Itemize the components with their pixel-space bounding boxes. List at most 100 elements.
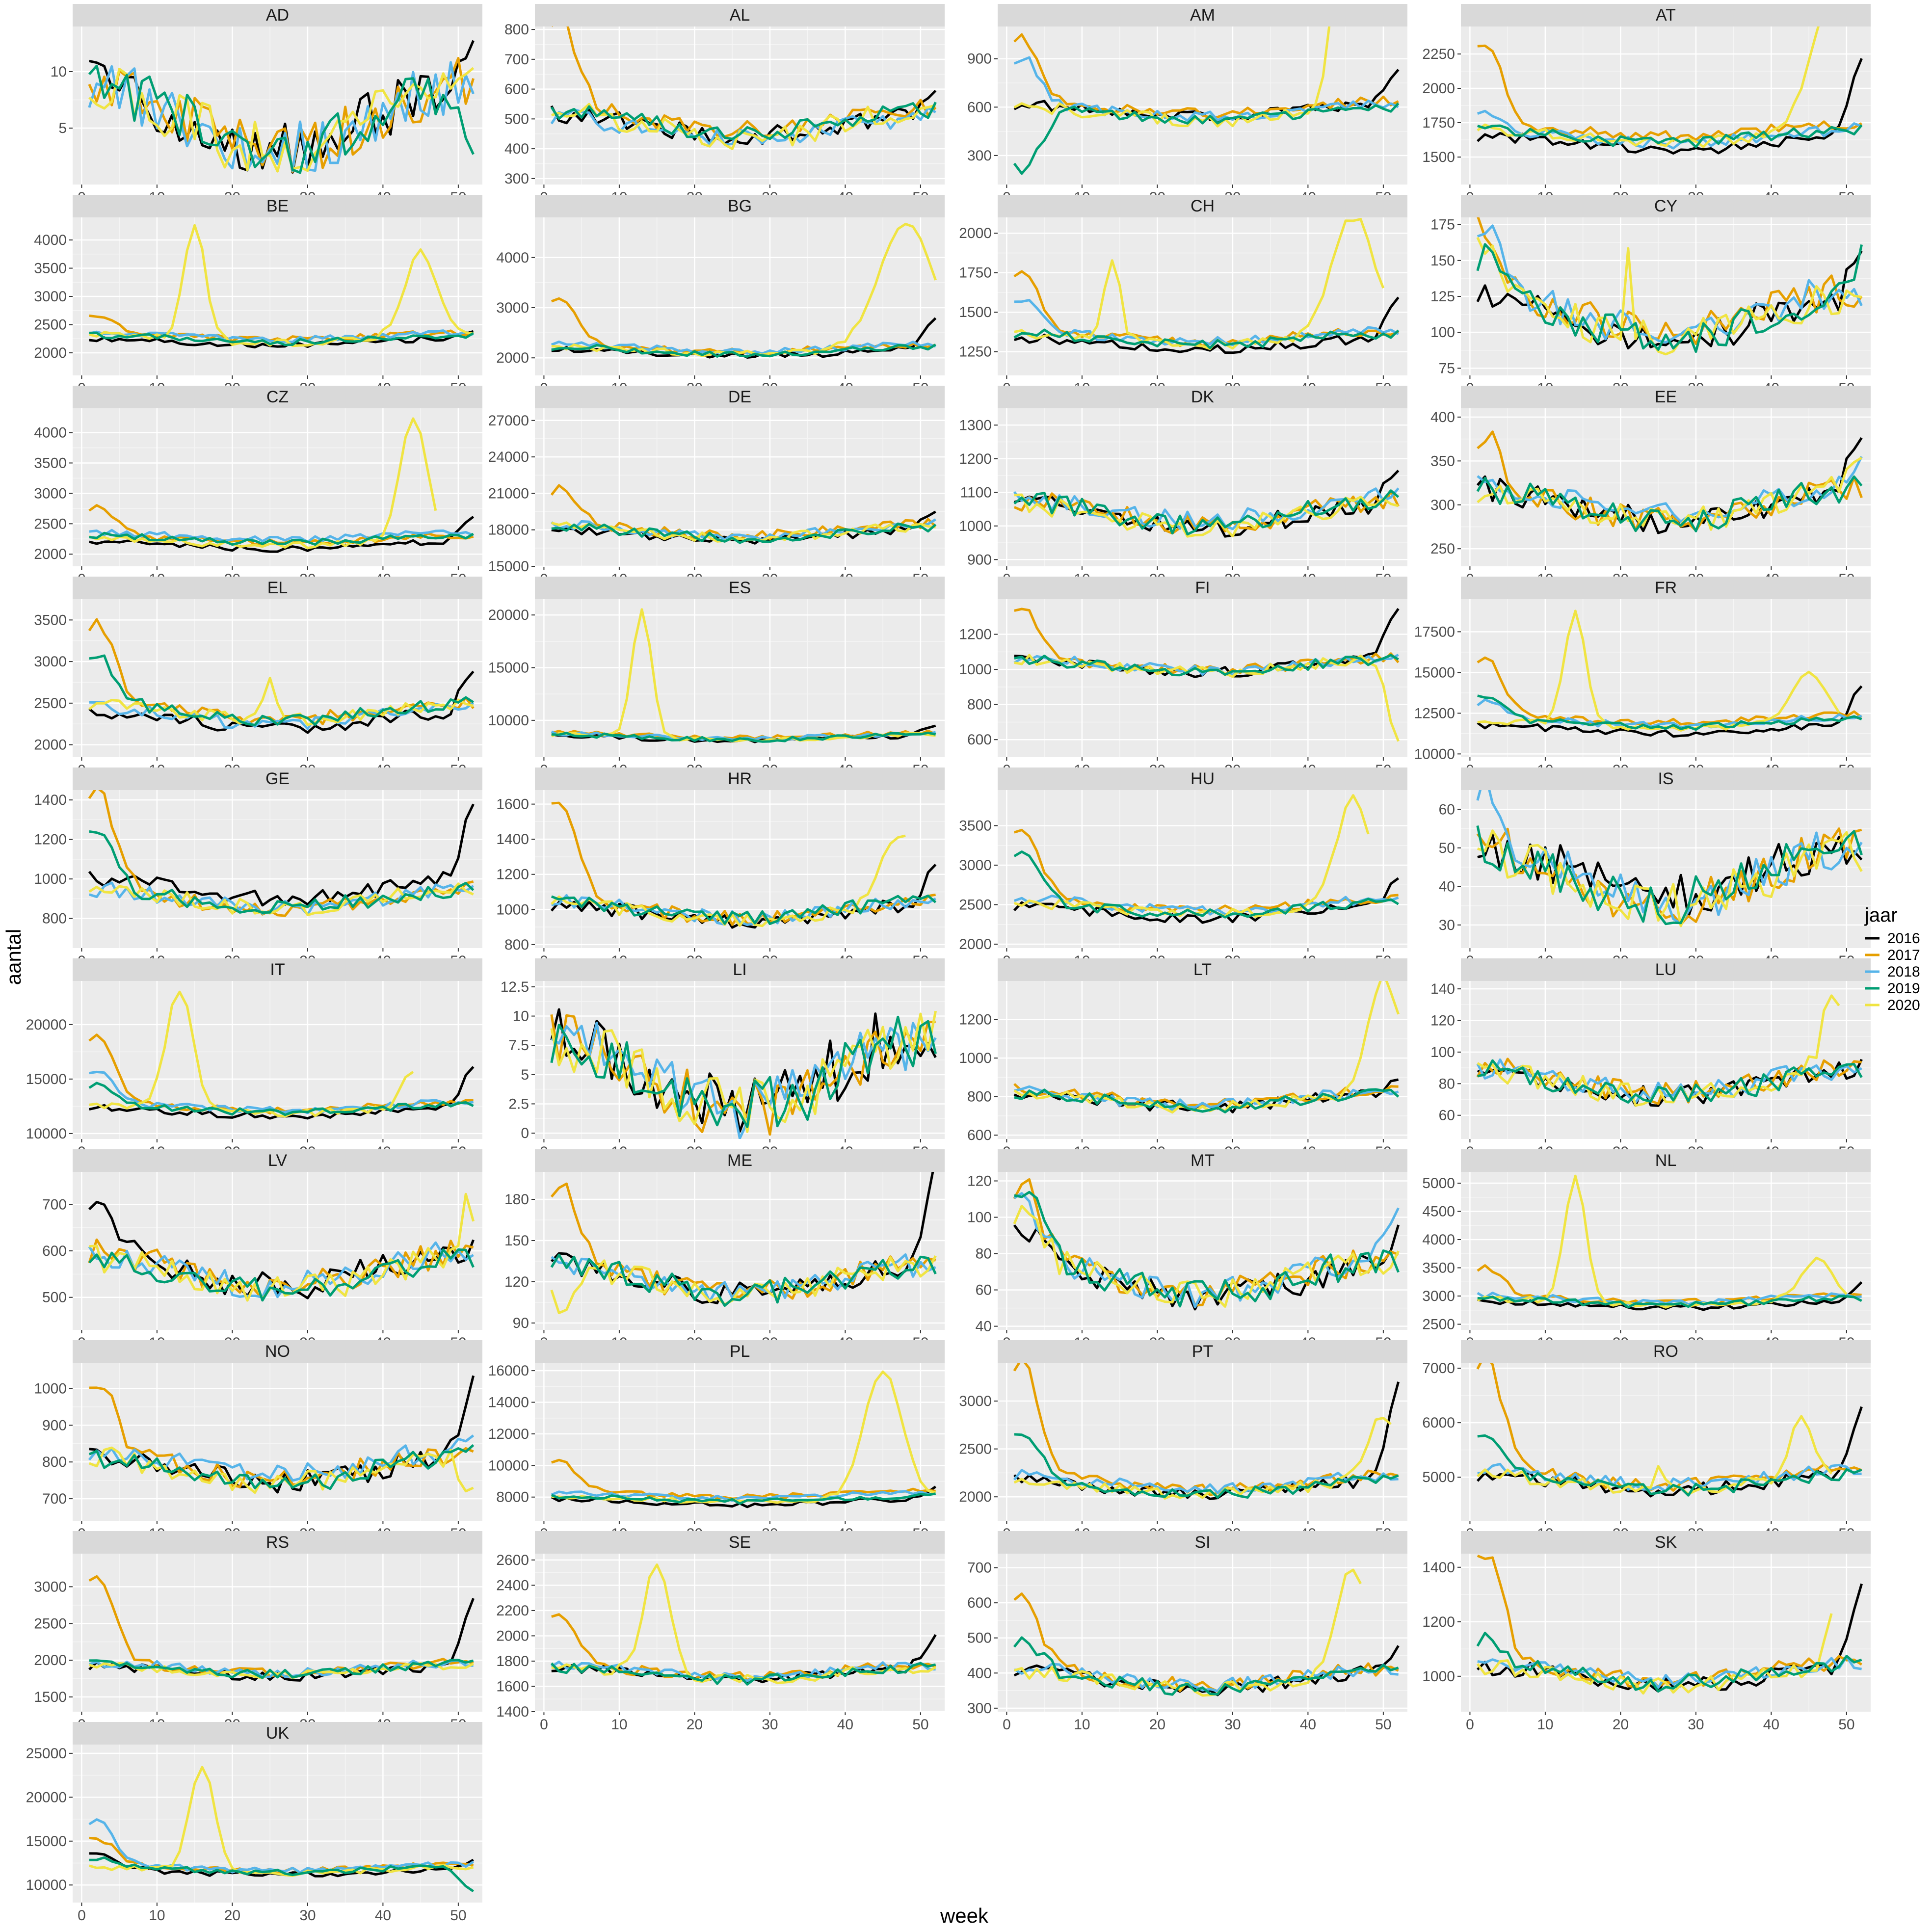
panel-title: UK — [266, 1724, 290, 1743]
panel-HU: HU010203040502000250030003500 — [959, 768, 1407, 969]
legend-title: jaar — [1864, 904, 1898, 926]
panel-strip — [535, 958, 945, 981]
y-tick-label: 140 — [1430, 981, 1455, 997]
legend-label-2018: 2018 — [1887, 964, 1920, 980]
panel-title: PT — [1192, 1342, 1213, 1361]
panel-strip — [73, 1340, 482, 1363]
panel-title: EL — [267, 579, 288, 597]
y-tick-label: 80 — [1439, 1076, 1455, 1092]
panel-series-group — [88, 1192, 475, 1302]
y-tick-label: 400 — [504, 141, 529, 157]
y-tick-label: 20000 — [26, 1789, 67, 1805]
y-tick-label: 2000 — [959, 225, 992, 241]
y-tick-label: 150 — [504, 1233, 529, 1249]
y-tick-label: 1400 — [34, 792, 67, 808]
y-tick-label: 300 — [967, 148, 992, 164]
y-tick-label: 1000 — [496, 901, 529, 918]
panel-AM: AM01020304050300600900 — [967, 4, 1407, 206]
legend-label-2019: 2019 — [1887, 980, 1920, 997]
x-tick-label: 30 — [299, 1907, 316, 1924]
series-line-2019 — [89, 654, 474, 726]
y-tick-label: 2000 — [959, 1489, 992, 1505]
y-tick-label: 800 — [967, 697, 992, 713]
x-tick-label: 40 — [1763, 1717, 1779, 1733]
panel-strip — [1461, 1340, 1871, 1363]
y-tick-label: 700 — [504, 52, 529, 68]
series-line-2018 — [1477, 1655, 1862, 1689]
y-tick-label: 10000 — [488, 1457, 529, 1474]
y-tick-label: 300 — [1430, 497, 1455, 513]
panel-strip — [73, 1722, 482, 1745]
panel-title: FI — [1195, 579, 1210, 597]
y-tick-label: 1200 — [959, 627, 992, 643]
panel-series-group — [1013, 608, 1400, 742]
y-tick-label: 4500 — [1422, 1204, 1455, 1220]
x-tick-label: 30 — [1224, 1717, 1241, 1733]
y-tick-label: 120 — [504, 1274, 529, 1290]
y-tick-label: 1400 — [496, 831, 529, 847]
panel-series-group — [1013, 1363, 1400, 1500]
y-tick-label: 7.5 — [508, 1037, 529, 1054]
y-tick-label: 1200 — [1422, 1614, 1455, 1630]
y-tick-label: 4000 — [34, 232, 67, 248]
panel-GE: GE01020304050800100012001400 — [34, 768, 482, 969]
y-tick-label: 1000 — [1422, 1668, 1455, 1685]
panel-SI: SI 0 10 20 30 40 50 300 400 500 600 700 — [967, 1531, 1407, 1733]
panel-series-group — [550, 484, 937, 545]
panel-series-group — [1013, 794, 1400, 924]
panel-NO: NO010203040507008009001000 — [34, 1340, 482, 1542]
panel-HR: HR010203040508001000120014001600 — [496, 768, 945, 969]
y-tick-label: 600 — [967, 1595, 992, 1611]
y-tick-label: 1000 — [34, 871, 67, 887]
panel-EE: EE01020304050250300350400 — [1430, 386, 1871, 587]
panel-title: EE — [1655, 388, 1677, 406]
y-tick-label: 75 — [1439, 360, 1455, 376]
series-line-2019 — [550, 1253, 937, 1307]
panel-PT: PT01020304050200025003000 — [959, 1340, 1407, 1542]
y-tick-label: 4000 — [1422, 1232, 1455, 1248]
y-tick-label: 60 — [1439, 801, 1455, 818]
y-tick-label: 21000 — [488, 485, 529, 502]
x-tick-label: 50 — [1838, 1717, 1854, 1733]
y-tick-label: 60 — [1439, 1108, 1455, 1124]
series-line-2019 — [89, 1659, 474, 1679]
panel-CY: CY0102030405075100125150175 — [1430, 195, 1871, 397]
y-tick-label: 27000 — [488, 413, 529, 429]
panel-strip — [535, 386, 945, 408]
x-tick-label: 20 — [224, 1907, 240, 1924]
series-line-2020 — [88, 1446, 474, 1494]
y-tick-label: 60 — [976, 1282, 992, 1298]
series-line-2019 — [1014, 654, 1399, 677]
panel-MT: MT01020304050406080100120 — [967, 1149, 1407, 1351]
y-tick-label: 250 — [1430, 541, 1455, 557]
series-line-2020 — [88, 882, 474, 917]
panel-title: FR — [1655, 579, 1677, 597]
panel-title: AL — [730, 6, 750, 25]
series-line-2018 — [1013, 1192, 1400, 1308]
y-tick-label: 2600 — [496, 1552, 529, 1568]
panel-background — [535, 1172, 945, 1330]
x-tick-label: 0 — [78, 1907, 86, 1924]
panel-series-group — [1013, 981, 1400, 1114]
y-tick-label: 20000 — [488, 607, 529, 623]
y-tick-label: 24000 — [488, 449, 529, 465]
y-tick-label: 3000 — [34, 485, 67, 502]
y-tick-label: 300 — [504, 171, 529, 187]
y-tick-label: 10 — [513, 1008, 529, 1025]
y-tick-label: 80 — [976, 1246, 992, 1262]
panel-strip — [998, 4, 1407, 26]
panel-AL: AL01020304050300400500600700800 — [504, 4, 945, 206]
panel-series-group — [1476, 430, 1863, 534]
panel-strip — [1461, 1149, 1871, 1172]
panel-title: RO — [1653, 1342, 1678, 1361]
series-line-2020 — [551, 521, 936, 543]
y-tick-label: 8000 — [496, 1489, 529, 1506]
panel-strip — [73, 386, 482, 408]
x-tick-label: 0 — [1003, 1717, 1011, 1733]
panel-series-group — [88, 1575, 475, 1682]
y-tick-label: 50 — [1439, 840, 1455, 856]
y-tick-label: 2200 — [496, 1603, 529, 1619]
panel-EL: EL010203040502000250030003500 — [34, 577, 482, 778]
series-line-2020 — [1013, 1204, 1400, 1308]
panel-CH: CH010203040501250150017502000 — [959, 195, 1407, 397]
